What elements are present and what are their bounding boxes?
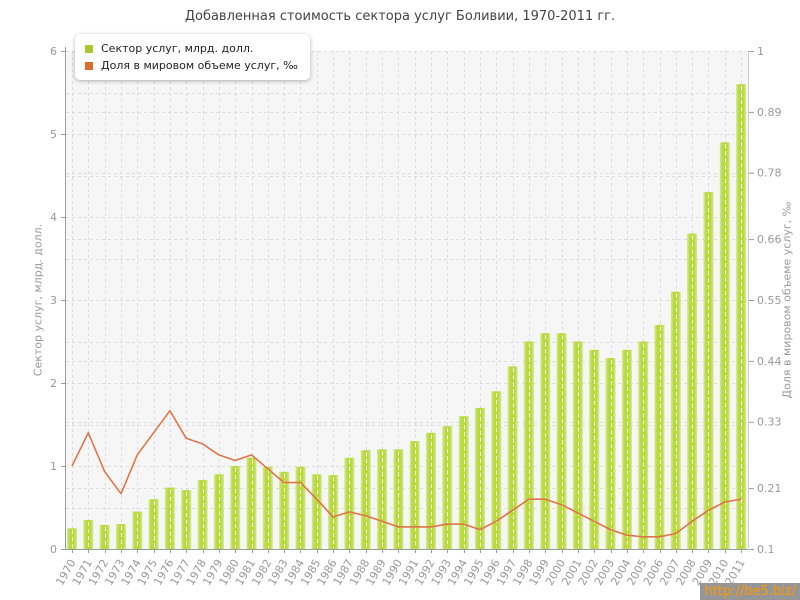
bar <box>262 466 273 549</box>
bar <box>377 449 388 549</box>
svg-text:0: 0 <box>50 543 57 556</box>
bar <box>148 499 159 549</box>
bar <box>83 520 94 549</box>
svg-text:5: 5 <box>50 128 57 141</box>
bar <box>295 466 306 549</box>
svg-text:0.66: 0.66 <box>757 233 782 246</box>
bar <box>197 480 208 549</box>
svg-text:3: 3 <box>50 294 57 307</box>
bar <box>164 487 175 549</box>
bar <box>654 324 665 549</box>
svg-text:0.89: 0.89 <box>757 106 782 119</box>
svg-text:0.78: 0.78 <box>757 167 782 180</box>
svg-text:2: 2 <box>50 377 57 390</box>
bar <box>328 475 339 549</box>
bar <box>311 474 322 549</box>
bar <box>99 524 110 549</box>
bar <box>736 84 747 549</box>
bar <box>523 341 534 549</box>
svg-text:1: 1 <box>757 45 764 58</box>
bar <box>213 474 224 549</box>
tick-labels: 01234560.10.210.330.440.550.660.780.8911… <box>50 45 782 588</box>
svg-text:4: 4 <box>50 211 57 224</box>
bar <box>491 391 502 549</box>
legend-item-line: Доля в мировом объеме услуг, ‰ <box>85 57 298 74</box>
bar <box>556 333 567 549</box>
legend-line-swatch-icon <box>85 61 93 70</box>
bar <box>475 407 485 549</box>
bar-series <box>67 84 747 550</box>
legend-bar-swatch-icon <box>85 44 93 53</box>
bar <box>181 490 192 549</box>
chart-title: Добавленная стоимость сектора услуг Боли… <box>184 9 616 24</box>
bar <box>230 466 241 549</box>
svg-text:0.33: 0.33 <box>757 416 782 429</box>
line-series <box>71 409 742 538</box>
bar <box>572 341 583 549</box>
bar <box>670 291 681 549</box>
bar <box>589 349 600 549</box>
svg-text:0.1: 0.1 <box>757 543 775 556</box>
svg-text:0.21: 0.21 <box>757 482 782 495</box>
legend-bar-label: Сектор услуг, млрд. долл. <box>101 42 254 55</box>
svg-text:1: 1 <box>50 460 57 473</box>
bar <box>360 450 371 549</box>
plot-background <box>65 51 748 549</box>
svg-text:0.44: 0.44 <box>757 355 782 368</box>
bar <box>393 449 404 549</box>
bar <box>507 366 518 549</box>
bar <box>719 142 730 550</box>
bar <box>605 358 616 549</box>
legend-line-label: Доля в мировом объеме услуг, ‰ <box>101 59 298 72</box>
bar <box>246 457 257 549</box>
svg-text:6: 6 <box>50 45 57 58</box>
bar <box>409 441 420 549</box>
watermark-link[interactable]: http://be5.biz/ <box>700 583 800 600</box>
bar <box>458 416 469 549</box>
legend: Сектор услуг, млрд. долл. Доля в мировом… <box>75 34 310 80</box>
legend-item-bars: Сектор услуг, млрд. долл. <box>85 40 298 57</box>
svg-text:0.55: 0.55 <box>757 294 782 307</box>
axes <box>61 47 754 553</box>
bar <box>621 349 632 549</box>
